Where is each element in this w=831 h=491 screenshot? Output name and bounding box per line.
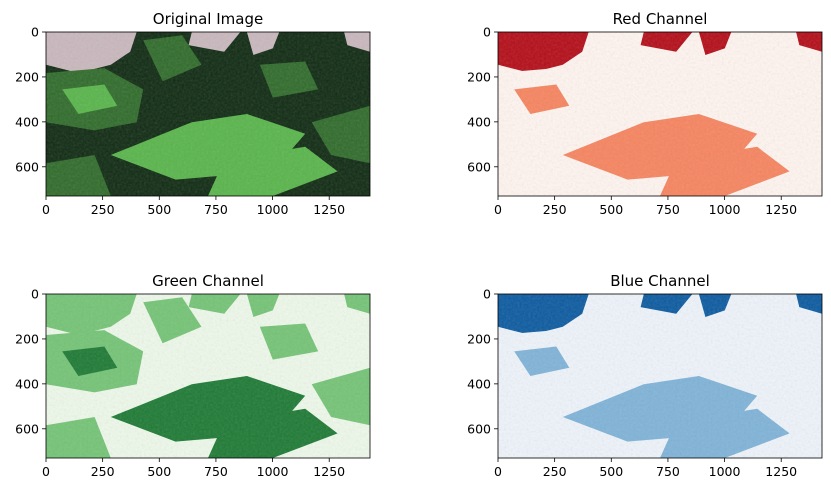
image-area	[498, 294, 822, 458]
axes-frame	[497, 31, 823, 197]
y-tick-label: 600	[15, 421, 39, 436]
y-tick-label: 400	[467, 114, 491, 129]
y-tick-label: 200	[15, 69, 39, 84]
y-tick-label: 400	[15, 376, 39, 391]
y-tick-label: 0	[31, 25, 39, 40]
x-tick-label: 0	[42, 464, 50, 479]
panel-title: Blue Channel	[610, 272, 710, 290]
image-texture	[46, 32, 370, 196]
x-tick-label: 1000	[709, 464, 741, 479]
image-texture	[498, 294, 822, 458]
image-area	[46, 32, 370, 196]
x-tick-label: 500	[599, 464, 623, 479]
y-tick-label: 0	[31, 287, 39, 302]
y-tick-label: 200	[15, 331, 39, 346]
x-tick-label: 750	[204, 464, 228, 479]
x-tick-label: 1250	[765, 464, 797, 479]
x-tick-label: 1250	[313, 202, 345, 217]
y-tick-label: 600	[15, 159, 39, 174]
x-tick-label: 1250	[765, 202, 797, 217]
panel-title: Red Channel	[613, 10, 708, 28]
x-tick-label: 750	[656, 464, 680, 479]
y-tick-label: 0	[483, 25, 491, 40]
x-tick-label: 0	[494, 464, 502, 479]
y-tick-label: 200	[467, 69, 491, 84]
panel-title: Green Channel	[152, 272, 264, 290]
x-tick-label: 250	[543, 464, 567, 479]
panel-title: Original Image	[153, 10, 263, 28]
axes-frame	[497, 293, 823, 459]
y-tick-label: 600	[467, 421, 491, 436]
x-tick-label: 1000	[257, 464, 289, 479]
x-tick-label: 500	[147, 202, 171, 217]
x-tick-label: 750	[204, 202, 228, 217]
x-tick-label: 250	[91, 464, 115, 479]
panel-2: Red Channel 0 250 500 750 1000 1250 0 200 400 600	[467, 10, 823, 217]
panel-4: Blue Channel 0 250 500 750 1000 1250 0 200 400 600	[467, 272, 823, 479]
x-tick-label: 1250	[313, 464, 345, 479]
image-texture	[498, 32, 822, 196]
x-tick-label: 500	[599, 202, 623, 217]
image-area	[46, 294, 370, 458]
x-tick-label: 0	[494, 202, 502, 217]
y-tick-label: 400	[15, 114, 39, 129]
y-tick-label: 400	[467, 376, 491, 391]
y-tick-label: 200	[467, 331, 491, 346]
x-tick-label: 750	[656, 202, 680, 217]
image-texture	[46, 294, 370, 458]
axes-frame	[45, 31, 371, 197]
x-tick-label: 250	[91, 202, 115, 217]
image-area	[498, 32, 822, 196]
y-tick-label: 600	[467, 159, 491, 174]
x-tick-label: 250	[543, 202, 567, 217]
panel-1: Original Image 0 250 500 750 1000 1250 0 200 400 6…	[15, 10, 371, 217]
panel-3: Green Channel 0 250 500 750 1000 1250 0 200 400 60…	[15, 272, 371, 479]
x-tick-label: 1000	[257, 202, 289, 217]
y-tick-label: 0	[483, 287, 491, 302]
axes-frame	[45, 293, 371, 459]
x-tick-label: 500	[147, 464, 171, 479]
x-tick-label: 1000	[709, 202, 741, 217]
x-tick-label: 0	[42, 202, 50, 217]
